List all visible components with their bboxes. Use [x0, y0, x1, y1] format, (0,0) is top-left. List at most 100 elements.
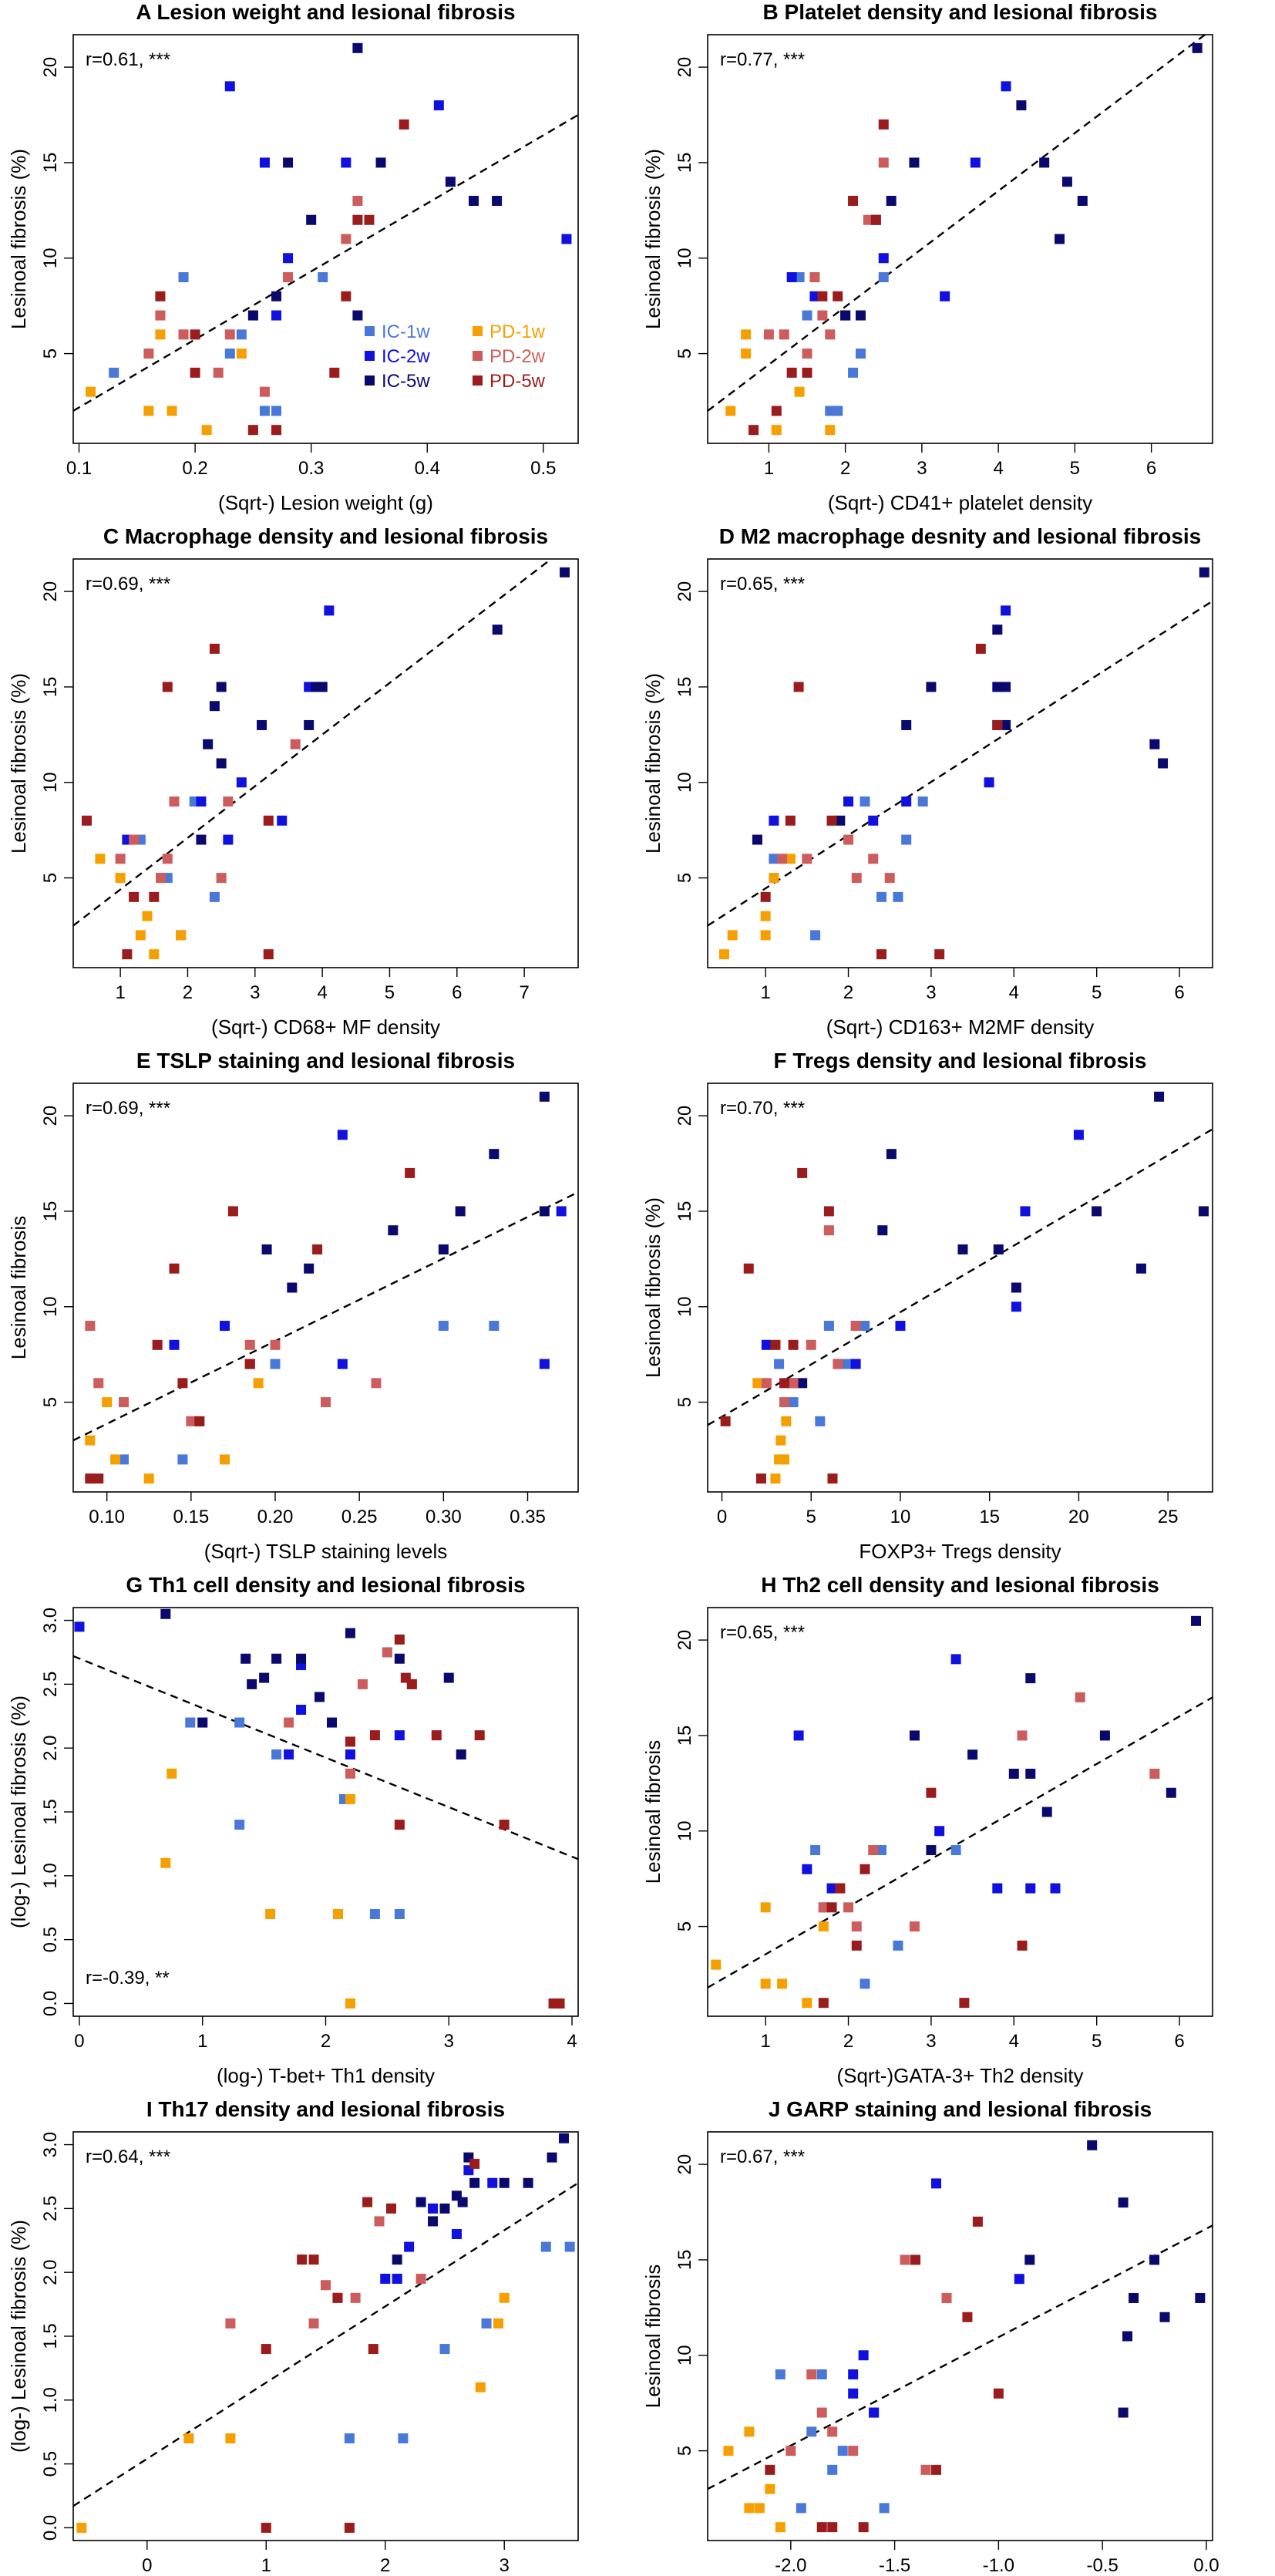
data-point-IC-5w [209, 701, 220, 712]
data-point-IC-2w [1020, 1206, 1031, 1217]
data-point-IC-5w [1199, 567, 1209, 577]
data-point-IC-5w [196, 834, 207, 845]
data-point-PD-5w [394, 1820, 405, 1830]
data-point-IC-2w [556, 1206, 567, 1217]
legend-swatch [365, 326, 375, 336]
data-point-PD-5w [826, 815, 837, 826]
data-point-IC-5w [492, 195, 503, 206]
data-point-PD-5w [818, 1998, 829, 2009]
data-point-PD-5w [352, 214, 363, 225]
data-point-PD-1w [475, 2382, 486, 2392]
data-point-IC-2w [1011, 1301, 1021, 1312]
data-point-IC-5w [926, 682, 937, 692]
y-tick-label: 15 [675, 1201, 695, 1222]
data-point-PD-1w [142, 911, 153, 921]
y-axis-label: Lesinoal fibrosis (%) [7, 149, 30, 329]
data-point-PD-2w [827, 2426, 838, 2437]
correlation-annotation: r=0.77, *** [720, 49, 805, 70]
data-point-IC-2w [868, 815, 879, 826]
y-tick-label: 5 [675, 1921, 695, 1931]
data-point-IC-5w [455, 1206, 466, 1217]
data-point-IC-1w [259, 406, 270, 416]
data-point-IC-1w [234, 1820, 245, 1830]
data-point-IC-1w [816, 2369, 827, 2380]
data-point-IC-2w [826, 1883, 837, 1894]
data-point-PD-5w [399, 119, 409, 130]
y-tick-label: 15 [40, 1201, 61, 1222]
data-point-PD-5w [431, 1730, 442, 1741]
x-tick-label: 0.4 [415, 458, 440, 479]
data-point-PD-5w [469, 2158, 480, 2169]
data-point-IC-2w [843, 796, 854, 807]
data-point-IC-2w [793, 1730, 804, 1741]
data-point-PD-5w [554, 1998, 565, 2009]
data-point-PD-5w [368, 2344, 378, 2355]
x-tick-label: 5 [1092, 982, 1102, 1003]
x-tick-label: 4 [1009, 2031, 1019, 2052]
x-tick-label: 6 [1174, 982, 1184, 1003]
data-point-IC-5w [315, 1692, 325, 1702]
x-tick-label: 3 [250, 982, 260, 1003]
x-tick-label: 0 [142, 2555, 152, 2576]
y-axis-label: (log-) Lesinoal fibrosis (%) [7, 1695, 30, 1928]
data-point-IC-2w [428, 2203, 439, 2214]
data-point-PD-5w [876, 949, 886, 960]
data-point-PD-2w [802, 854, 812, 864]
data-point-PD-1w [794, 386, 805, 397]
data-point-IC-1w [774, 1359, 785, 1369]
data-point-IC-1w [823, 1321, 834, 1332]
data-point-PD-2w [345, 1768, 355, 1779]
data-point-IC-1w [769, 854, 779, 864]
data-point-PD-2w [1017, 1730, 1028, 1741]
data-point-PD-1w [110, 1454, 121, 1465]
data-point-PD-2w [909, 1921, 920, 1932]
y-tick-label: 5 [675, 873, 695, 883]
y-tick-label: 2.0 [40, 2260, 61, 2285]
data-point-PD-5w [827, 2522, 838, 2533]
data-point-IC-5w [886, 195, 897, 206]
data-point-PD-2w [868, 854, 879, 864]
data-point-IC-5w [992, 682, 1003, 692]
data-point-IC-5w [388, 1225, 399, 1236]
data-point-PD-5w [786, 367, 797, 378]
trend-line [73, 1191, 578, 1442]
data-point-PD-2w [900, 2254, 910, 2265]
data-point-IC-1w [119, 1454, 129, 1465]
data-point-IC-5w [855, 310, 866, 321]
data-point-IC-1w [481, 2318, 492, 2329]
data-point-PD-5w [341, 291, 352, 301]
data-point-IC-2w [341, 157, 352, 168]
data-point-PD-1w [143, 406, 154, 416]
data-point-PD-2w [763, 329, 774, 340]
data-point-PD-1w [102, 1397, 113, 1408]
correlation-annotation: r=0.65, *** [720, 1622, 805, 1643]
data-point-PD-5w [155, 291, 166, 301]
data-point-PD-5w [826, 1902, 837, 1913]
data-point-PD-5w [975, 643, 986, 654]
panel-title: G Th1 cell density and lesional fibrosis [126, 1573, 525, 1597]
x-tick-label: 6 [1174, 2031, 1184, 2052]
data-point-PD-2w [777, 854, 788, 864]
panel-title: E TSLP staining and lesional fibrosis [136, 1049, 515, 1072]
data-point-IC-1w [271, 406, 282, 416]
x-tick-label: 2 [843, 2031, 853, 2052]
data-point-IC-5w [271, 1653, 282, 1664]
data-point-IC-1w [802, 310, 812, 321]
data-point-PD-2w [321, 1397, 331, 1408]
data-point-PD-5w [152, 1339, 163, 1350]
data-point-PD-1w [167, 406, 177, 416]
y-tick-label: 2.5 [40, 2196, 61, 2221]
data-point-PD-5w [926, 1787, 937, 1798]
plot-frame [72, 1083, 579, 1493]
data-point-PD-1w [725, 406, 736, 416]
data-point-IC-5w [993, 1244, 1004, 1254]
data-point-PD-2w [818, 1902, 829, 1913]
data-point-PD-1w [236, 349, 247, 359]
data-point-IC-5w [306, 214, 317, 225]
data-point-PD-5w [329, 367, 340, 378]
data-point-PD-1w [85, 1435, 96, 1446]
data-point-IC-5w [1166, 1787, 1176, 1798]
panel-title: H Th2 cell density and lesional fibrosis [761, 1573, 1159, 1597]
correlation-annotation: r=0.61, *** [86, 49, 170, 70]
data-point-PD-1w [769, 873, 779, 884]
